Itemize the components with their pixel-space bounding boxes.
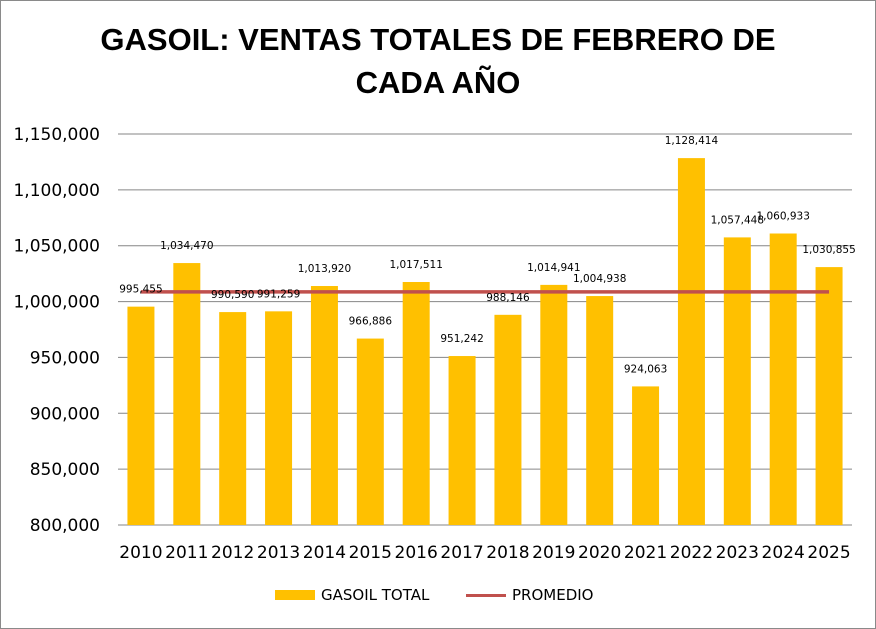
chart-title: GASOIL: VENTAS TOTALES DE FEBRERO DE CAD… xyxy=(0,18,876,104)
y-tick-label: 1,050,000 xyxy=(13,237,100,257)
x-tick-label: 2017 xyxy=(440,543,483,563)
y-tick-label: 950,000 xyxy=(30,348,100,368)
x-tick-label: 2013 xyxy=(257,543,300,563)
bar xyxy=(127,306,155,525)
data-label: 988,146 xyxy=(486,292,530,304)
bar xyxy=(448,356,476,525)
x-tick-label: 2015 xyxy=(349,543,392,563)
x-tick-label: 2012 xyxy=(211,543,254,563)
x-tick-label: 2016 xyxy=(395,543,438,563)
y-tick-label: 850,000 xyxy=(30,460,100,480)
legend-bar-swatch xyxy=(275,590,315,600)
data-label: 1,004,938 xyxy=(573,273,626,285)
y-tick-label: 800,000 xyxy=(30,516,100,536)
bar xyxy=(402,282,430,525)
data-label: 1,013,920 xyxy=(298,263,351,275)
x-tick-label: 2021 xyxy=(624,543,667,563)
legend-bar-label: GASOIL TOTAL xyxy=(321,586,430,604)
x-tick-label: 2019 xyxy=(532,543,575,563)
x-tick-label: 2018 xyxy=(486,543,529,563)
legend-item-bar: GASOIL TOTAL xyxy=(275,586,429,604)
data-label: 1,017,511 xyxy=(389,259,442,271)
x-tick-label: 2024 xyxy=(762,543,805,563)
x-tick-label: 2020 xyxy=(578,543,621,563)
x-tick-label: 2023 xyxy=(716,543,759,563)
x-tick-label: 2010 xyxy=(119,543,162,563)
y-tick-label: 1,150,000 xyxy=(13,125,100,145)
bar xyxy=(494,314,522,525)
bar xyxy=(356,338,384,525)
y-tick-label: 900,000 xyxy=(30,404,100,424)
data-label: 1,060,933 xyxy=(756,211,809,223)
legend-line-swatch xyxy=(466,593,506,597)
data-label: 1,014,941 xyxy=(527,262,580,274)
bar xyxy=(677,158,705,526)
legend: GASOIL TOTAL PROMEDIO xyxy=(0,586,876,608)
bar xyxy=(815,267,843,525)
x-tick-label: 2022 xyxy=(670,543,713,563)
bar xyxy=(173,263,201,525)
data-label: 951,242 xyxy=(440,333,483,345)
data-label: 1,034,470 xyxy=(160,240,213,252)
bar xyxy=(586,296,614,525)
data-label: 1,128,414 xyxy=(665,135,719,147)
chart-title-line-2: CADA AÑO xyxy=(355,65,521,100)
data-label: 924,063 xyxy=(624,363,667,375)
data-label: 995,455 xyxy=(119,284,162,296)
legend-line-label: PROMEDIO xyxy=(512,586,594,604)
data-label: 990,590 xyxy=(211,289,254,301)
bar xyxy=(540,284,568,525)
y-tick-label: 1,100,000 xyxy=(13,181,100,201)
bar xyxy=(310,286,338,525)
bar xyxy=(769,233,797,526)
x-tick-label: 2014 xyxy=(303,543,346,563)
data-label: 966,886 xyxy=(349,316,393,328)
x-tick-label: 2011 xyxy=(165,543,208,563)
legend-item-line: PROMEDIO xyxy=(466,586,593,604)
bar xyxy=(723,237,751,525)
data-label: 1,057,448 xyxy=(711,214,764,226)
chart-title-line-1: GASOIL: VENTAS TOTALES DE FEBRERO DE xyxy=(100,22,776,57)
data-label: 1,030,855 xyxy=(802,244,855,256)
bar xyxy=(219,312,247,525)
y-tick-label: 1,000,000 xyxy=(13,293,100,313)
bar xyxy=(265,311,293,525)
bar xyxy=(632,386,660,525)
x-tick-label: 2025 xyxy=(807,543,850,563)
data-label: 991,259 xyxy=(257,288,300,300)
